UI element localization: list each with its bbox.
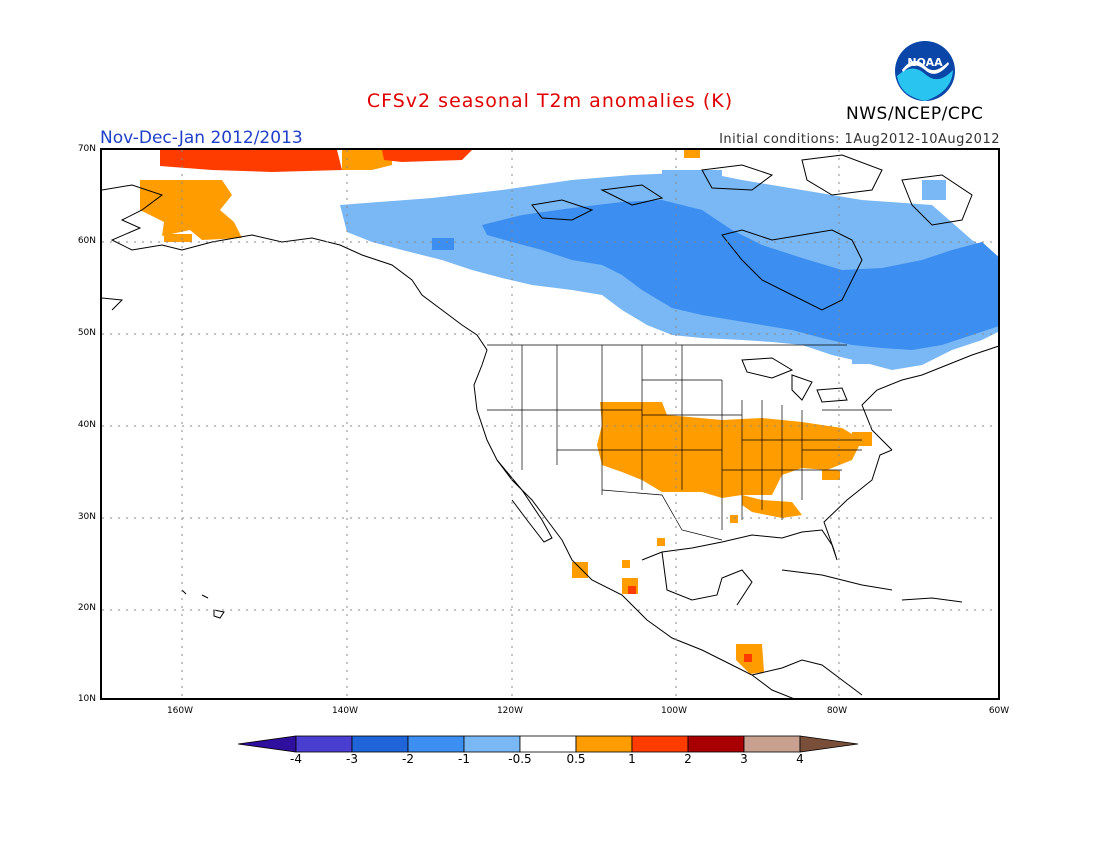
- x-tick-label: 160W: [166, 706, 194, 716]
- colorbar-segment: [631, 735, 689, 753]
- y-tick-label: 50N: [77, 328, 96, 338]
- colorbar-tick-label: 1: [628, 752, 636, 766]
- colorbar-segment: [238, 735, 297, 753]
- noaa-logo-text: NOAA: [907, 56, 943, 69]
- colorbar-tick-label: 0.5: [566, 752, 586, 766]
- noaa-logo: NOAA: [894, 40, 956, 106]
- y-tick-label: 40N: [77, 420, 96, 430]
- colorbar-segment: [743, 735, 801, 753]
- colorbar-tick-label: 2: [684, 752, 692, 766]
- colorbar-tick-label: -0.5: [508, 752, 532, 766]
- graticule: [102, 150, 998, 698]
- y-tick-label: 20N: [77, 603, 96, 613]
- y-tick-label: 30N: [77, 512, 96, 522]
- x-tick-label: 100W: [660, 706, 688, 716]
- colorbar: [238, 735, 859, 753]
- colorbar-tick-label: -4: [290, 752, 302, 766]
- coastlines: [102, 154, 998, 698]
- state-borders: [487, 344, 892, 541]
- cold-anomaly-shading: [340, 170, 998, 370]
- colorbar-segment: [519, 735, 577, 753]
- initial-conditions-label: Initial conditions: 1Aug2012-10Aug2012: [719, 132, 1000, 147]
- colorbar-tick-label: 3: [740, 752, 748, 766]
- season-label: Nov-Dec-Jan 2012/2013: [100, 128, 303, 148]
- colorbar-segment: [799, 735, 859, 753]
- colorbar-tick-label: -3: [346, 752, 358, 766]
- anomaly-map: [100, 148, 1000, 700]
- agency-label: NWS/NCEP/CPC: [846, 104, 984, 124]
- colorbar-tick-label: -2: [402, 752, 414, 766]
- warm-anomaly-arctic: [140, 150, 700, 242]
- x-tick-label: 60W: [988, 706, 1010, 716]
- colorbar-segment: [407, 735, 465, 753]
- x-tick-label: 120W: [496, 706, 524, 716]
- map-canvas: [102, 150, 998, 698]
- y-tick-label: 10N: [77, 694, 96, 704]
- x-tick-label: 140W: [331, 706, 359, 716]
- colorbar-segment: [575, 735, 633, 753]
- colorbar-tick-label: -1: [458, 752, 470, 766]
- colorbar-segment: [295, 735, 353, 753]
- y-tick-label: 60N: [77, 236, 96, 246]
- map-title: CFSv2 seasonal T2m anomalies (K): [366, 90, 734, 112]
- colorbar-tick-label: 4: [796, 752, 804, 766]
- colorbar-segment: [463, 735, 521, 753]
- colorbar-segment: [687, 735, 745, 753]
- y-tick-label: 70N: [77, 144, 96, 154]
- x-tick-label: 80W: [826, 706, 848, 716]
- colorbar-segment: [351, 735, 409, 753]
